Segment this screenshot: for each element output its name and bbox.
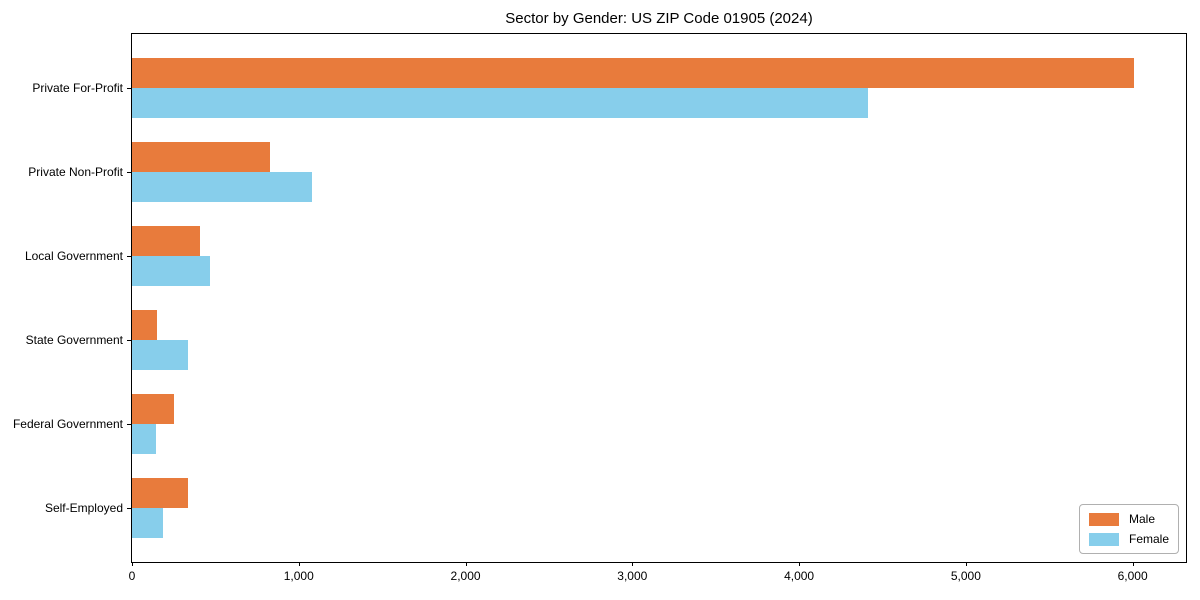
x-tick-label: 6,000 (1117, 569, 1148, 583)
y-axis-label: Private For-Profit (32, 81, 123, 95)
x-tick-mark (132, 562, 133, 566)
y-axis-label: Private Non-Profit (28, 165, 123, 179)
x-tick-mark (298, 562, 300, 566)
chart-title: Sector by Gender: US ZIP Code 01905 (202… (505, 10, 813, 27)
legend: Male Female (1078, 504, 1179, 554)
y-axis-label: State Government (25, 333, 123, 347)
legend-label-female: Female (1128, 532, 1169, 546)
bar-female-5 (132, 508, 163, 538)
x-tick-label: 5,000 (950, 569, 981, 583)
y-axis-label: Federal Government (12, 417, 123, 431)
bar-male-3 (132, 310, 157, 340)
x-tick-mark (965, 562, 967, 566)
x-tick-label: 4,000 (784, 569, 815, 583)
legend-label-male: Male (1128, 512, 1155, 526)
bar-female-0 (132, 88, 868, 118)
y-tick-mark (127, 340, 131, 341)
bar-male-1 (132, 142, 271, 172)
bar-female-4 (132, 424, 157, 454)
bar-male-5 (132, 478, 188, 508)
legend-item-female: Female (1088, 532, 1169, 546)
y-tick-mark (127, 424, 131, 425)
bar-male-4 (132, 394, 174, 424)
y-tick-mark (127, 88, 131, 89)
x-tick-label: 2,000 (450, 569, 481, 583)
legend-item-male: Male (1088, 512, 1169, 526)
bar-female-2 (132, 256, 211, 286)
y-axis-label: Local Government (24, 249, 123, 263)
x-tick-mark (799, 562, 801, 566)
x-tick-label: 1,000 (283, 569, 314, 583)
legend-swatch-female (1088, 532, 1119, 546)
y-tick-mark (127, 256, 131, 257)
legend-swatch-male (1088, 512, 1119, 526)
bar-female-3 (132, 340, 188, 370)
bar-female-1 (132, 172, 313, 202)
x-tick-label: 3,000 (617, 569, 648, 583)
x-tick-mark (465, 562, 467, 566)
y-tick-mark (127, 508, 131, 509)
x-tick-mark (1132, 562, 1134, 566)
bar-male-2 (132, 226, 201, 256)
x-tick-mark (632, 562, 634, 566)
bar-male-0 (132, 58, 1135, 88)
y-tick-mark (127, 172, 131, 173)
x-tick-label: 0 (128, 569, 136, 583)
y-axis-label: Self-Employed (44, 501, 123, 515)
plot-area: 0 1,000 2,000 3,000 4,000 5,000 6,000 Male Femal… (127, 33, 1187, 583)
